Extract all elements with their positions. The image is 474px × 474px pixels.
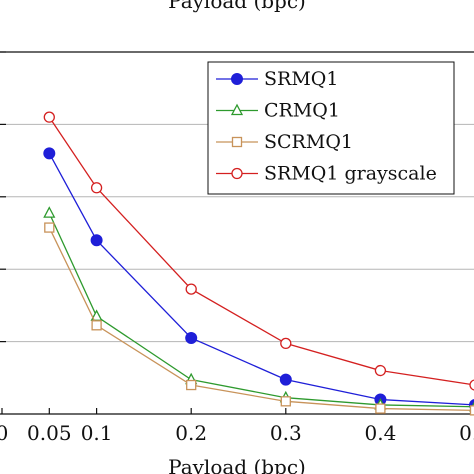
data-point-0-0: [43, 147, 56, 160]
data-point-3-0: [43, 111, 55, 123]
legend-marker-2: [231, 136, 243, 148]
x-tick-label-6: 0.5: [459, 421, 474, 445]
series-layer: [43, 111, 474, 416]
data-point-3-1: [90, 182, 103, 194]
legend-marker-0: [231, 73, 243, 85]
data-point-3-2: [185, 283, 197, 295]
x-tick-label-1: 0.05: [27, 421, 72, 445]
legend: SRMQ1 CRMQ1 SCRMQ1 SRMQ1 grayscale: [207, 61, 455, 195]
series-2: [44, 222, 474, 416]
legend-marker-1: [230, 103, 244, 116]
data-point-3-4: [374, 364, 387, 377]
data-point-1-0: [43, 206, 56, 218]
labels-layer: Payload (bpc) Payload (bpc): [168, 0, 306, 474]
data-point-2-2: [186, 379, 197, 391]
series-line-2: [48, 227, 474, 412]
x-tick-label-0: 0: [0, 421, 8, 445]
series-3: [43, 111, 474, 391]
series-line-3: [48, 116, 474, 386]
data-point-2-1: [91, 320, 102, 331]
x-axis-label: Payload (bpc): [168, 455, 306, 474]
top-axis-label: Payload (bpc): [168, 0, 306, 13]
legend-label-1: CRMQ1: [264, 100, 340, 122]
legend-marker-3: [231, 167, 243, 180]
series-line-0: [48, 153, 474, 406]
legend-label-2: SCRMQ1: [264, 131, 353, 153]
legend-box: [207, 61, 455, 195]
x-tick-label-2: 0.1: [81, 421, 113, 445]
data-point-3-3: [280, 337, 292, 350]
legend-label-0: SRMQ1: [264, 68, 338, 90]
series-line-1: [48, 212, 474, 408]
data-point-0-1: [90, 234, 103, 247]
series-0: [43, 147, 474, 411]
x-tick-label-5: 0.4: [364, 421, 396, 445]
axes-layer: 0 0.05 0.1 0.2 0.3 0.4 0.5: [0, 51, 474, 445]
x-tick-label-3: 0.2: [175, 421, 207, 445]
data-point-0-3: [279, 373, 292, 386]
legend-label-3: SRMQ1 grayscale: [264, 163, 437, 185]
data-point-2-5: [469, 405, 474, 416]
x-tick-label-4: 0.3: [270, 421, 302, 445]
data-point-0-2: [185, 331, 198, 344]
data-point-3-5: [469, 379, 474, 391]
data-point-2-3: [280, 396, 291, 407]
data-point-2-4: [375, 403, 386, 414]
series-1: [43, 206, 474, 412]
data-point-2-0: [44, 222, 55, 233]
